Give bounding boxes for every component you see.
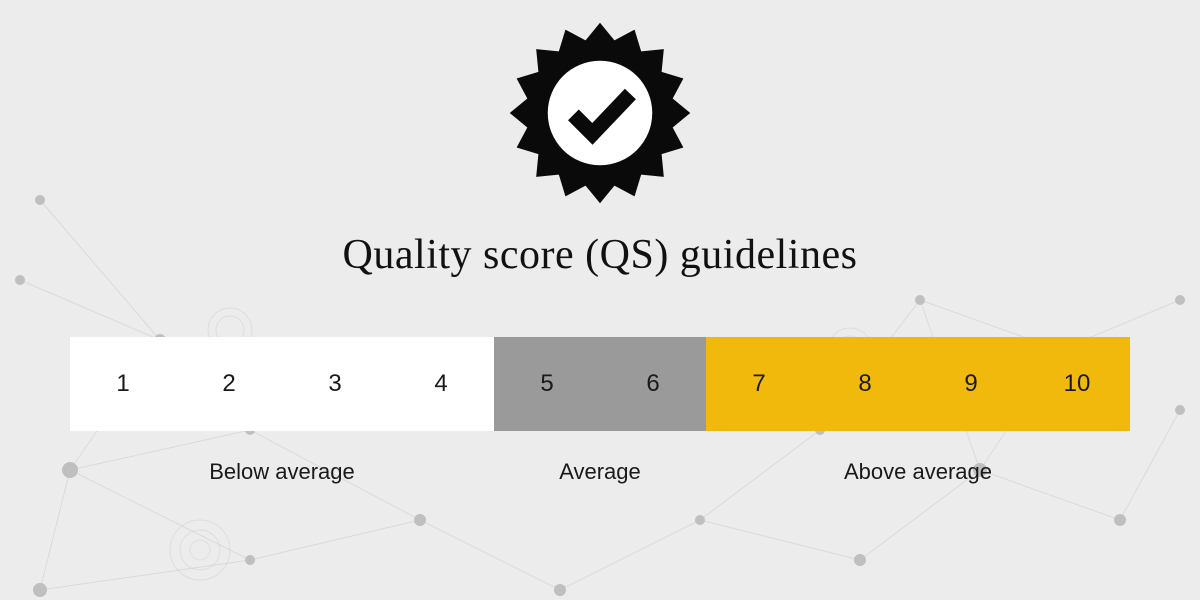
scale-label-above: Above average [706, 459, 1130, 485]
page-title: Quality score (QS) guidelines [343, 231, 858, 279]
scale-cell-4: 4 [388, 337, 494, 431]
scale-label-average: Average [494, 459, 706, 485]
scale-cell-6: 6 [600, 337, 706, 431]
scale-cell-10: 10 [1024, 337, 1130, 431]
scale-cell-9: 9 [918, 337, 1024, 431]
scale-cell-8: 8 [812, 337, 918, 431]
scale-labels-row: Below averageAverageAbove average [70, 459, 1130, 485]
scale-cell-3: 3 [282, 337, 388, 431]
scale-row: 12345678910 [70, 337, 1130, 431]
scale-label-below: Below average [70, 459, 494, 485]
quality-scale: 12345678910 Below averageAverageAbove av… [70, 337, 1130, 485]
scale-cell-2: 2 [176, 337, 282, 431]
quality-badge-icon [505, 18, 695, 213]
scale-cell-1: 1 [70, 337, 176, 431]
scale-cell-5: 5 [494, 337, 600, 431]
scale-cell-7: 7 [706, 337, 812, 431]
infographic-canvas: Quality score (QS) guidelines 1234567891… [0, 0, 1200, 600]
